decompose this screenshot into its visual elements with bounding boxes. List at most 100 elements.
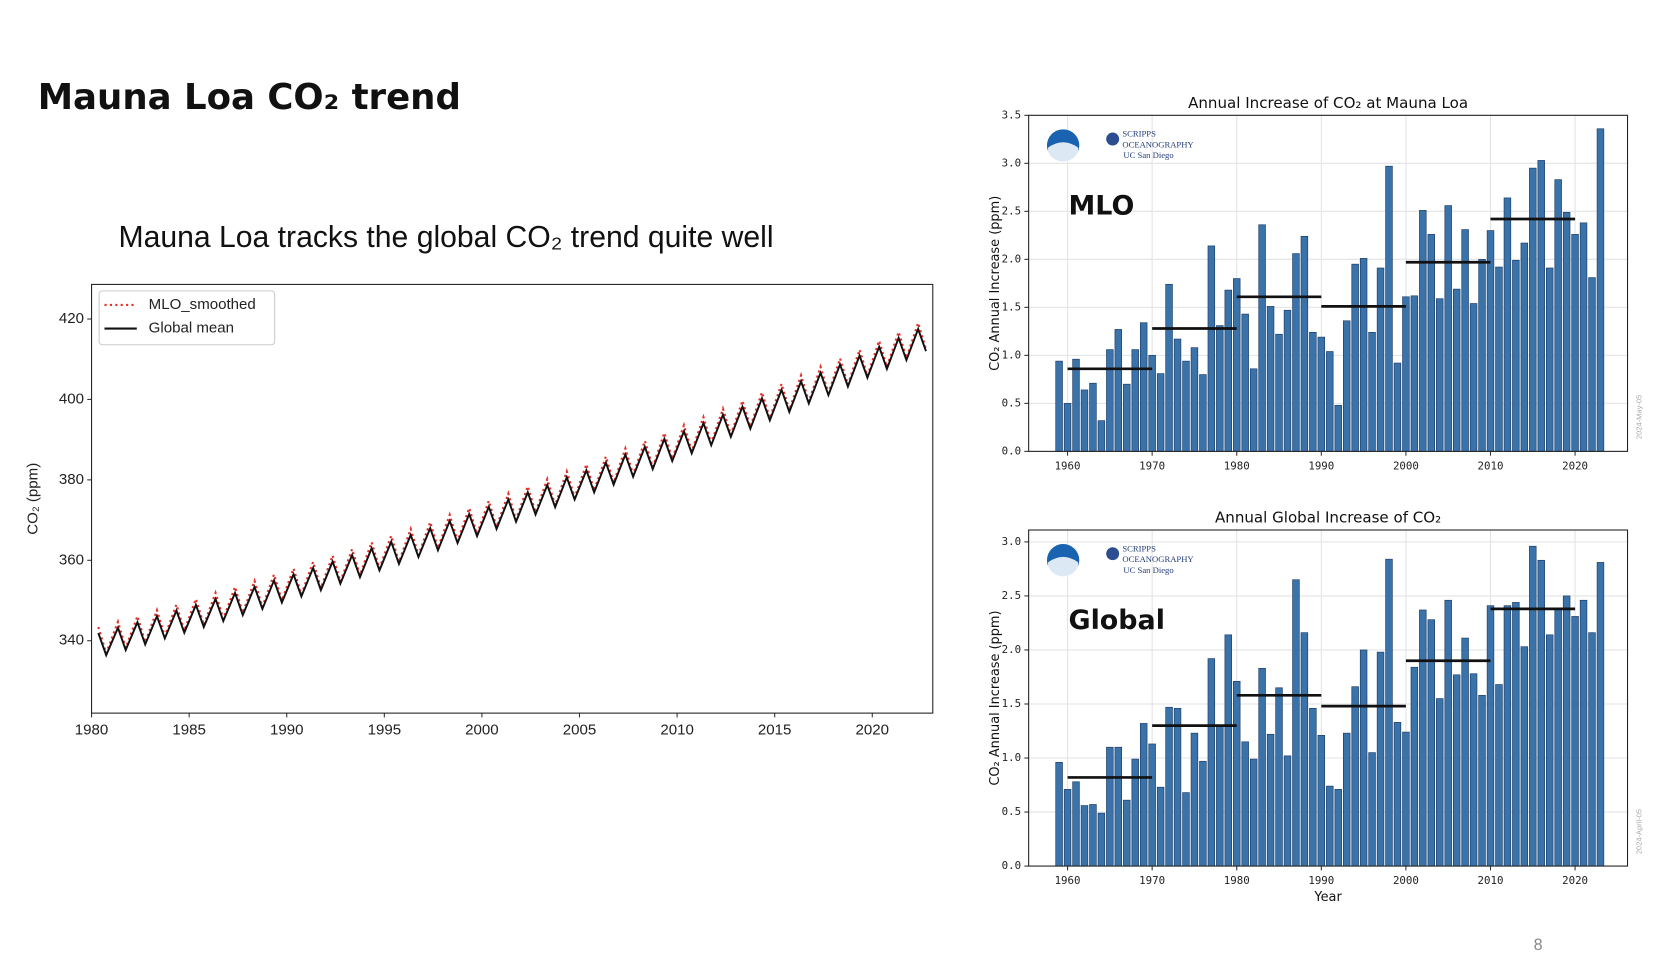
bar [1249,368,1258,452]
y-tick-label: 1.0 [1002,751,1021,764]
y-tick-label: 360 [59,551,84,568]
bar [1156,786,1165,867]
bar [1520,242,1529,452]
bar [1376,651,1385,867]
x-tick-label: 2010 [1478,459,1504,472]
bar [1326,785,1334,867]
bar [1317,336,1326,452]
bar [1359,649,1368,867]
chart-title: Annual Global Increase of CO₂ [1215,509,1441,527]
bar [1385,558,1393,867]
bar [1292,253,1300,452]
bar [1309,707,1317,867]
logo-noaa-wave [1048,556,1079,577]
page-number: 8 [1534,936,1543,954]
bar [1571,616,1579,867]
bar [1106,746,1114,867]
bar [1410,295,1419,452]
bar [1554,608,1562,867]
bar [1546,267,1554,452]
y-axis-label: CO₂ Annual Increase (ppm) [988,610,1003,785]
bar [1368,331,1376,452]
bar [1292,579,1300,867]
x-tick-label: 1970 [1139,459,1165,472]
chart: 0.0 0.5 1.0 1.5 2.0 2.5 3.0 3.5 1960 1970 1980 1990… [988,94,1644,472]
bar [1402,731,1410,867]
x-tick-label: 2010 [660,721,694,738]
y-tick-label: 3.0 [1002,156,1021,169]
bar [1283,309,1292,452]
y-axis-label: CO₂ Annual Increase (ppm) [988,196,1003,371]
bar [1080,389,1089,452]
bar [1063,403,1072,452]
bar [1072,781,1080,867]
y-tick-label: 1.0 [1002,348,1021,361]
date-stamp: 2024-April-05 [1634,809,1643,854]
bar [1436,698,1444,867]
x-tick-label: 1980 [1224,874,1250,887]
bar [1182,792,1190,867]
bar [1199,374,1207,452]
x-tick-label: 2005 [563,721,597,738]
bar [1579,222,1588,452]
x-tick-label: 1980 [1224,459,1250,472]
x-tick-label: 2000 [465,721,499,738]
bar [1520,646,1529,867]
y-tick-label: 0.5 [1002,396,1021,409]
bar [1173,338,1182,452]
bar [1588,632,1596,867]
bar [1596,128,1605,452]
y-tick-label: 1.5 [1002,300,1021,313]
bar [1393,722,1402,867]
bar [1461,637,1469,867]
bar [1241,741,1249,867]
x-tick-label: 2010 [1478,874,1504,887]
bar [1537,160,1545,452]
bar [1334,404,1342,452]
y-tick-label: 2.5 [1002,204,1021,217]
bar [1165,706,1173,867]
bar [1444,205,1452,452]
bar [1123,383,1131,452]
bar [1123,799,1131,867]
bar [1275,687,1283,867]
y-tick-label: 0.5 [1002,805,1021,818]
logo-text: OCEANOGRAPHY [1122,554,1193,564]
y-tick-label: 3.5 [1002,108,1021,121]
x-tick-label: 2020 [1562,874,1588,887]
x-tick-label: 1990 [270,721,304,738]
x-tick-label: 1995 [368,721,402,738]
logo-text: OCEANOGRAPHY [1122,139,1193,149]
bar [1258,224,1266,452]
y-tick-label: 1.5 [1002,697,1021,710]
x-tick-label: 2020 [856,721,890,738]
bar [1503,605,1512,867]
bar [1055,360,1063,452]
bar [1089,804,1097,867]
bar [1156,373,1165,452]
bar [1359,258,1368,452]
bar [1317,734,1326,867]
bar [1224,289,1232,452]
bar [1097,420,1106,452]
x-tick-label: 2015 [758,721,792,738]
bar [1207,245,1216,452]
bar [1106,349,1114,452]
logo-text: UC San Diego [1123,150,1173,160]
bar [1436,298,1444,452]
bar [1207,658,1216,867]
logo-noaa-wave [1048,142,1079,163]
bar [1562,211,1571,452]
y-tick-label: 420 [59,310,84,327]
bar [1427,619,1435,867]
x-axis-label: Year [1313,890,1342,905]
series-line [97,326,927,658]
bar [1182,360,1190,452]
plot-area [91,284,933,714]
bar [1241,313,1249,452]
bar [1216,726,1224,867]
bar [1469,673,1478,867]
y-tick-label: 340 [59,632,84,649]
bar [1385,165,1393,452]
